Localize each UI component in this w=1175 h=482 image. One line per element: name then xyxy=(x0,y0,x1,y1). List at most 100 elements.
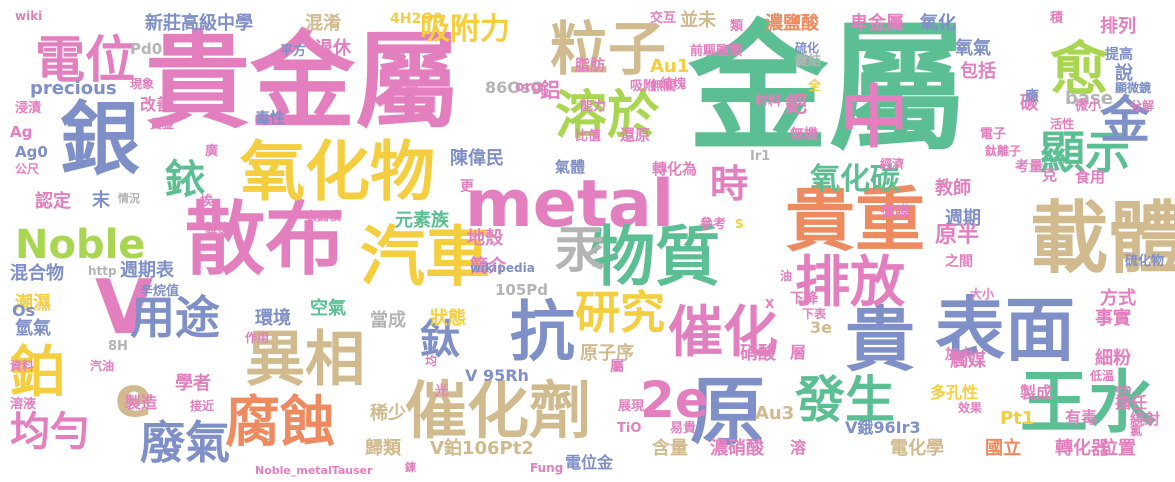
cloud-word: 提高 xyxy=(1105,47,1133,63)
cloud-word: 汽油 xyxy=(90,359,115,373)
cloud-word: S xyxy=(735,217,744,231)
cloud-word: 原子序 xyxy=(580,343,634,364)
cloud-word: 大小 xyxy=(970,287,995,301)
cloud-word: 均勻 xyxy=(10,409,90,455)
cloud-word: 繞射 xyxy=(1130,410,1161,428)
cloud-word: Ag xyxy=(10,123,33,141)
cloud-word: 經濟 xyxy=(880,157,905,171)
cloud-word: wikipedia xyxy=(470,261,535,275)
cloud-word: 3e xyxy=(810,318,832,337)
cloud-word: 空氣 xyxy=(310,298,346,319)
cloud-word: 腐蝕 xyxy=(225,390,336,454)
cloud-word: 金 xyxy=(1100,91,1150,149)
cloud-word: 中 xyxy=(840,79,909,158)
cloud-word: 混淆 xyxy=(305,13,341,34)
cloud-word: 發生 xyxy=(795,371,895,429)
cloud-word: org xyxy=(515,79,542,95)
cloud-word: 氯 xyxy=(1130,424,1143,438)
cloud-word: 8H xyxy=(108,339,128,354)
cloud-word: 認定 xyxy=(35,191,71,212)
cloud-word: 105Pd xyxy=(495,281,549,299)
cloud-word: 用途 xyxy=(130,291,221,344)
cloud-word: 埃 xyxy=(200,194,214,209)
cloud-word: 末 xyxy=(92,190,110,211)
cloud-word: Ir1 xyxy=(750,149,771,164)
cloud-word: Pd0 xyxy=(130,40,163,58)
cloud-word: TiO xyxy=(617,421,642,436)
cloud-word: 應 xyxy=(1025,89,1039,105)
cloud-word: 環境 xyxy=(255,308,291,329)
cloud-word: 銥 xyxy=(165,157,205,203)
cloud-word: 卑金屬 xyxy=(850,13,904,34)
cloud-word: 方式 xyxy=(1100,288,1136,309)
cloud-word: 時 xyxy=(710,162,749,206)
cloud-word: 效果 xyxy=(958,401,983,415)
cloud-word: 鍊 xyxy=(405,461,416,474)
cloud-word: 排列 xyxy=(1100,16,1136,37)
cloud-word: 催化 xyxy=(668,300,779,364)
cloud-word: 貴 xyxy=(845,299,915,381)
cloud-word: http xyxy=(88,264,117,278)
cloud-word: 觸媒 xyxy=(950,350,986,371)
cloud-word: 氣體 xyxy=(555,158,586,176)
cloud-word: 新莊高級中學 xyxy=(145,13,253,34)
cloud-word: 說 xyxy=(1115,63,1133,84)
cloud-word: 硫化 xyxy=(795,41,820,55)
cloud-word: 硝酸 xyxy=(740,343,776,364)
cloud-word: V xyxy=(95,263,154,351)
cloud-word: 食用 xyxy=(1075,168,1106,186)
cloud-word: 比值 xyxy=(575,129,602,144)
cloud-word: wiki xyxy=(15,9,43,23)
cloud-word: Au1 xyxy=(650,56,690,77)
cloud-word: 4H2O0 xyxy=(390,11,443,27)
cloud-word: 氧氣 xyxy=(955,38,991,59)
cloud-word: base xyxy=(1065,88,1113,109)
cloud-word: 表面積 xyxy=(305,209,342,223)
cloud-word: 情況 xyxy=(118,192,140,205)
cloud-word: 國立 xyxy=(985,438,1021,459)
cloud-word: metal xyxy=(465,167,675,242)
cloud-word: 汽車 xyxy=(360,220,491,295)
cloud-word: Au3 xyxy=(755,403,795,424)
cloud-word: 間 xyxy=(393,51,406,65)
cloud-word: 碳 xyxy=(1020,93,1038,114)
cloud-word: 現象 xyxy=(130,77,155,91)
cloud-word: 濃硝酸 xyxy=(710,438,764,459)
cloud-word: 事實 xyxy=(1095,308,1131,329)
cloud-word: 歸類 xyxy=(365,438,401,459)
cloud-word: 接近 xyxy=(190,399,215,413)
cloud-word: 當成 xyxy=(370,310,406,331)
cloud-word: 層 xyxy=(790,343,807,362)
cloud-word: 2e xyxy=(640,371,709,429)
cloud-word: 電位 xyxy=(35,31,135,89)
cloud-word: 前驅鹽類 xyxy=(690,44,743,59)
cloud-word: 浸漬 xyxy=(15,101,42,116)
cloud-word: 脂肪 xyxy=(575,56,606,74)
cloud-word: 全 xyxy=(808,79,822,94)
cloud-word: 銀 xyxy=(60,93,140,186)
cloud-word: 能力 xyxy=(580,99,607,114)
cloud-word: 退休 xyxy=(315,38,351,59)
cloud-word: 排放 xyxy=(795,250,906,314)
cloud-word: 氧化 xyxy=(920,13,956,34)
cloud-word: 更 xyxy=(460,179,474,195)
cloud-word: 潮濕 xyxy=(15,293,51,314)
cloud-word: 貴重 xyxy=(785,179,925,261)
cloud-word: 活性 xyxy=(1050,117,1075,131)
cloud-word: 下表 xyxy=(802,307,827,321)
cloud-word: 參考 xyxy=(700,217,727,232)
cloud-word: 顯微鏡 xyxy=(1115,81,1152,95)
cloud-word: 氫氣 xyxy=(15,318,51,339)
cloud-word: 簡介 xyxy=(470,256,506,277)
cloud-word: 鈦 xyxy=(420,317,460,363)
cloud-word: 週期表 xyxy=(120,260,174,281)
cloud-word: 電位金 xyxy=(565,453,614,472)
cloud-word: 混合物 xyxy=(10,263,64,284)
cloud-word: 原半 xyxy=(935,223,980,248)
cloud-word: 擔任 xyxy=(1115,393,1148,412)
cloud-word: 廢氣 xyxy=(140,416,231,469)
cloud-word: 貴金屬 xyxy=(145,21,461,143)
cloud-word: 下降 xyxy=(790,291,818,307)
cloud-word: X xyxy=(765,297,775,311)
cloud-word: 粒子 xyxy=(550,15,667,83)
